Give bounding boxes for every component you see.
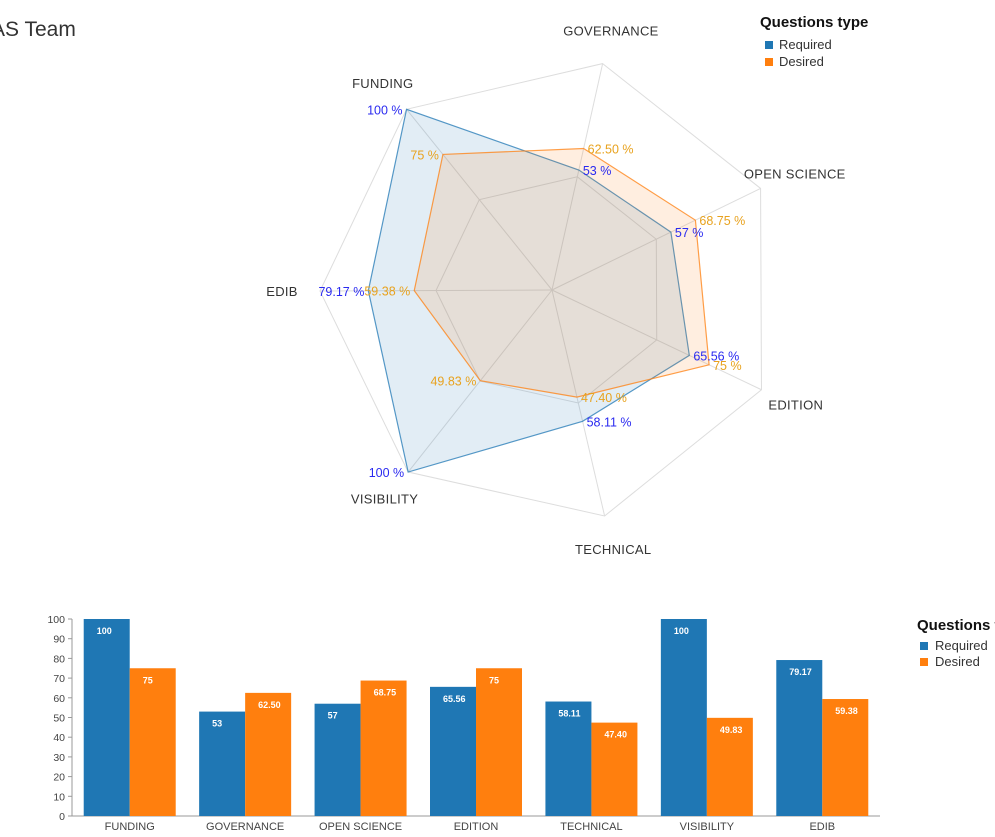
radar-axis-label: EDIB: [266, 284, 298, 299]
bar-y-tick-label: 100: [47, 614, 65, 626]
bar-value-label: 62.50: [258, 700, 281, 710]
radar-series-required: [367, 108, 690, 473]
bar-category-label: VISIBILITY: [680, 821, 735, 833]
radar-legend-swatch-desired: [765, 58, 773, 66]
bar-required: [199, 711, 246, 816]
bar-value-label: 65.56: [443, 694, 466, 704]
bar-required: [430, 686, 476, 816]
bar-category-label: FUNDING: [105, 821, 155, 833]
radar-legend-label-desired: Desired: [779, 54, 824, 69]
radar-axis-labels: GOVERNANCE OPEN SCIENCE EDITION TECHNICAL VI…: [266, 23, 845, 557]
bar-y-tick-label: 0: [59, 811, 65, 823]
bar-required: [660, 619, 707, 816]
bar-y-tick-label: 40: [53, 732, 65, 744]
bar-required: [314, 703, 361, 816]
radar-value-label: 65.56 %: [693, 349, 739, 363]
radar-value-labels: 53 % 57 % 65.56 % 58.11 % 100 % 79.17 % 100 % 6…: [318, 103, 745, 480]
bar-category-label: GOVERNANCE: [206, 821, 284, 833]
radar-grid-ring: [319, 63, 762, 517]
bar-value-label: 57: [328, 711, 338, 721]
radar-axis-label: TECHNICAL: [575, 542, 651, 557]
bar-desired: [822, 699, 869, 816]
bar-desired: [476, 668, 522, 816]
bar-required: [545, 701, 592, 816]
radar-value-label: 79.17 %: [318, 285, 364, 299]
radar-chart: GOVERNANCE OPEN SCIENCE EDITION TECHNICAL VI…: [266, 14, 868, 557]
bar-required: [83, 619, 130, 816]
bar-value-label: 75: [489, 675, 499, 685]
radar-value-label: 62.50 %: [588, 142, 634, 156]
radar-axis-label: EDITION: [768, 397, 823, 412]
bar-chart: 0 10 20 30 40 50 60 70 80 90 100 100 75 FUNDING 53 62.…: [47, 614, 995, 833]
radar-value-label: 75 %: [410, 148, 439, 162]
bar-marks: 100 75 FUNDING 53 62.50 GOVERNANCE 57 68.75 OPEN…: [83, 619, 869, 833]
bar-required: [776, 660, 823, 816]
bar-value-label: 49.83: [720, 725, 743, 735]
radar-legend-label-required: Required: [779, 37, 832, 52]
radar-axis-label: GOVERNANCE: [563, 23, 658, 38]
radar-spoke: [551, 289, 606, 517]
radar-spoke: [320, 289, 553, 292]
bar-value-label: 79.17: [789, 667, 812, 677]
bar-value-label: 59.38: [835, 706, 858, 716]
radar-spoke: [551, 289, 762, 391]
radar-axis-label: FUNDING: [352, 76, 413, 91]
radar-value-label: 49.83 %: [430, 375, 476, 389]
radar-value-label: 58.11 %: [587, 415, 632, 429]
bar-category-label: OPEN SCIENCE: [319, 821, 402, 833]
bar-value-label: 53: [212, 719, 222, 729]
radar-value-label: 100 %: [367, 103, 402, 117]
bar-y-tick-label: 60: [53, 693, 65, 705]
bar-value-label: 68.75: [374, 688, 397, 698]
radar-spoke: [551, 63, 604, 291]
radar-legend-title: Questions type: [760, 14, 868, 31]
bar-value-label: 47.40: [604, 730, 627, 740]
radar-value-label: 53 %: [583, 164, 612, 178]
radar-grid: [319, 63, 762, 517]
bar-legend-swatch-required: [920, 642, 928, 650]
radar-spoke: [406, 108, 553, 291]
page-title: AS Team: [0, 18, 76, 41]
bar-desired: [706, 717, 753, 816]
radar-axis-label: VISIBILITY: [351, 492, 418, 507]
radar-legend-swatch-required: [765, 41, 773, 49]
bar-desired: [360, 680, 407, 816]
radar-spoke: [551, 187, 761, 291]
bar-legend-label-desired: Desired: [935, 654, 980, 669]
bar-category-label: EDITION: [454, 821, 499, 833]
radar-series: [367, 108, 710, 473]
bar-legend-title: Questions type: [917, 617, 995, 634]
bar-y-tick-label: 80: [53, 653, 65, 665]
bar-value-label: 100: [97, 626, 112, 636]
radar-value-label: 59.38 %: [364, 285, 410, 299]
radar-axis-label: OPEN SCIENCE: [744, 167, 846, 182]
bar-y-tick-label: 70: [53, 673, 65, 685]
bar-y-tick-label: 10: [53, 791, 65, 803]
radar-value-label: 68.75 %: [699, 214, 745, 228]
bar-value-label: 100: [674, 626, 689, 636]
bar-category-label: EDIB: [809, 821, 835, 833]
bar-desired: [591, 722, 638, 816]
bar-y-tick-label: 20: [53, 772, 65, 784]
bar-value-label: 75: [143, 675, 153, 685]
radar-value-label: 47.40 %: [581, 391, 627, 405]
bar-y-tick-label: 90: [53, 634, 65, 646]
bar-y-tick-label: 50: [53, 713, 65, 725]
radar-value-label: 100 %: [369, 466, 404, 480]
bar-desired: [129, 668, 176, 816]
radar-value-label: 75 %: [713, 359, 742, 373]
bar-category-label: TECHNICAL: [560, 821, 622, 833]
radar-value-label: 57 %: [675, 226, 704, 240]
radar-legend: Questions type Required Desired: [760, 14, 868, 69]
bar-desired: [245, 692, 292, 816]
bar-y-tick-label: 30: [53, 752, 65, 764]
radar-series-desired: [413, 147, 710, 398]
bar-legend-label-required: Required: [935, 638, 988, 653]
bar-legend: Questions type Required Desired: [917, 617, 995, 669]
radar-grid-ring: [435, 176, 658, 404]
bar-value-label: 58.11: [558, 709, 580, 719]
bar-legend-swatch-desired: [920, 658, 928, 666]
